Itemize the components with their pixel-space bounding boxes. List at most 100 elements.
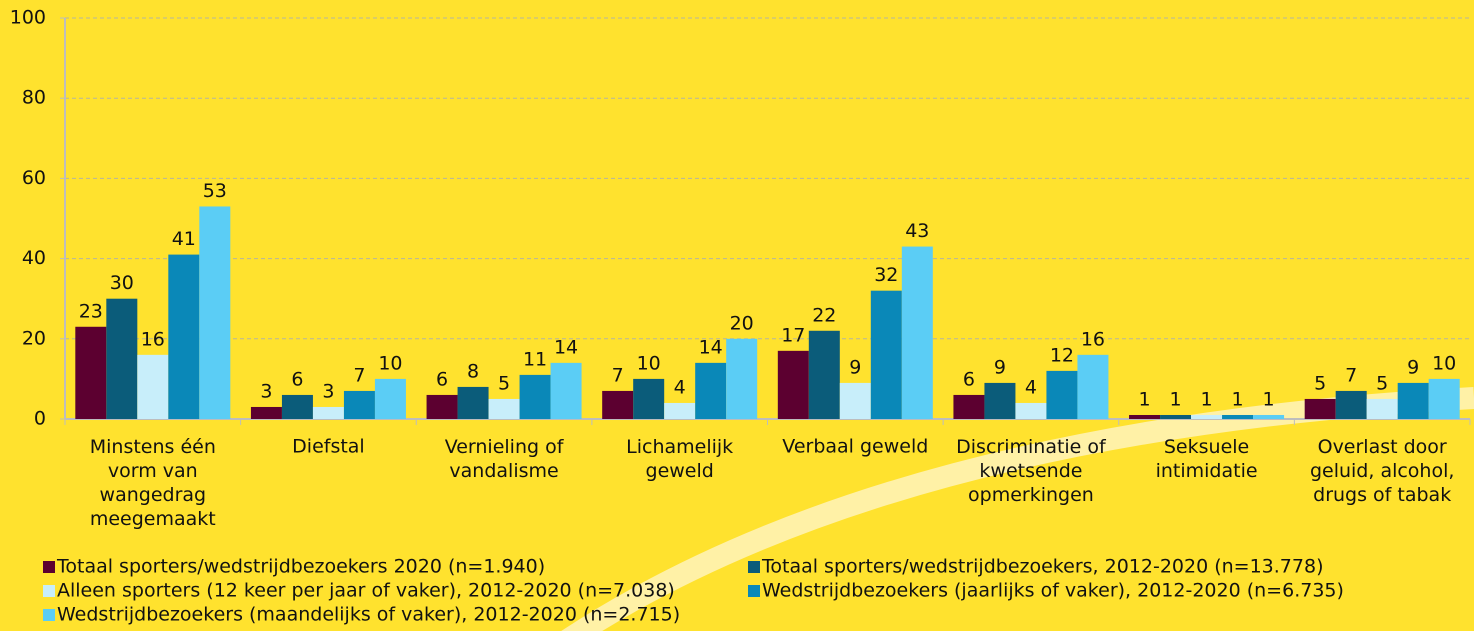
data-label: 10 (637, 352, 661, 374)
data-label: 23 (79, 300, 103, 322)
data-label: 17 (781, 324, 805, 346)
bar (953, 395, 984, 419)
bar (313, 407, 344, 419)
data-label: 1 (1139, 388, 1151, 410)
legend-label: Wedstrijdbezoekers (maandelijks of vaker… (57, 604, 680, 626)
bar (458, 387, 489, 419)
legend-swatch (748, 585, 760, 597)
data-label: 9 (1407, 356, 1419, 378)
x-tick-label: Diefstal (292, 436, 365, 458)
bar (551, 363, 582, 419)
bar (1336, 391, 1367, 419)
bar (1077, 355, 1108, 419)
data-label: 7 (612, 364, 624, 386)
data-label: 9 (849, 356, 861, 378)
legend-swatch (43, 561, 55, 573)
bar (1191, 415, 1222, 419)
legend-swatch (43, 609, 55, 621)
bar (840, 383, 871, 419)
data-label: 6 (963, 368, 975, 390)
bar (344, 391, 375, 419)
data-label: 9 (994, 356, 1006, 378)
y-tick-label: 40 (22, 247, 46, 269)
bar (1367, 399, 1398, 419)
bar (427, 395, 458, 419)
bar (137, 355, 168, 419)
data-label: 41 (172, 228, 196, 250)
bar (695, 363, 726, 419)
bar (1398, 383, 1429, 419)
legend-swatch (748, 561, 760, 573)
data-label: 8 (467, 360, 479, 382)
data-label: 3 (260, 380, 272, 402)
legend-swatch (43, 585, 55, 597)
bar (106, 299, 137, 419)
data-label: 10 (378, 352, 402, 374)
data-label: 32 (874, 264, 898, 286)
bar (1222, 415, 1253, 419)
bar (75, 327, 106, 419)
data-label: 3 (322, 380, 334, 402)
y-tick-label: 100 (10, 7, 46, 29)
data-label: 1 (1232, 388, 1244, 410)
data-label: 53 (203, 180, 227, 202)
data-label: 16 (1081, 328, 1105, 350)
y-tick-label: 60 (22, 167, 46, 189)
bar (1015, 403, 1046, 419)
bar (778, 351, 809, 419)
data-label: 14 (554, 336, 578, 358)
data-label: 20 (730, 312, 754, 334)
data-label: 7 (353, 364, 365, 386)
data-label: 10 (1432, 352, 1456, 374)
data-label: 16 (141, 328, 165, 350)
data-label: 11 (523, 348, 547, 370)
data-label: 14 (699, 336, 723, 358)
bar (902, 247, 933, 419)
data-label: 43 (905, 220, 929, 242)
bar (602, 391, 633, 419)
data-label: 4 (674, 376, 686, 398)
page: 020406080100Minstens éénvorm vanwangedra… (0, 0, 1474, 631)
bar (1305, 399, 1336, 419)
bar (251, 407, 282, 419)
bar (199, 206, 230, 419)
y-tick-label: 80 (22, 87, 46, 109)
data-label: 4 (1025, 376, 1037, 398)
bar (1253, 415, 1284, 419)
legend-label: Wedstrijdbezoekers (jaarlijks of vaker),… (762, 580, 1344, 602)
bar (1160, 415, 1191, 419)
chart: 020406080100Minstens éénvorm vanwangedra… (0, 0, 1474, 631)
bar (809, 331, 840, 419)
bar (489, 399, 520, 419)
bar (726, 339, 757, 419)
data-label: 6 (436, 368, 448, 390)
bar (664, 403, 695, 419)
data-label: 5 (1376, 372, 1388, 394)
y-tick-label: 20 (22, 327, 46, 349)
bar (168, 255, 199, 419)
data-label: 12 (1050, 344, 1074, 366)
data-label: 1 (1201, 388, 1213, 410)
legend-label: Totaal sporters/wedstrijdbezoekers 2020 … (56, 556, 545, 578)
data-label: 30 (110, 272, 134, 294)
bar (1429, 379, 1460, 419)
data-label: 22 (812, 304, 836, 326)
data-label: 5 (498, 372, 510, 394)
data-label: 7 (1345, 364, 1357, 386)
x-tick-label: Verbaal geweld (782, 436, 928, 458)
bar (1129, 415, 1160, 419)
bar (984, 383, 1015, 419)
data-label: 1 (1263, 388, 1275, 410)
bar (375, 379, 406, 419)
legend-label: Alleen sporters (12 keer per jaar of vak… (57, 580, 675, 602)
data-label: 5 (1314, 372, 1326, 394)
bar (871, 291, 902, 419)
bar (1046, 371, 1077, 419)
bar (633, 379, 664, 419)
data-label: 6 (291, 368, 303, 390)
y-tick-label: 0 (34, 408, 46, 430)
legend-label: Totaal sporters/wedstrijdbezoekers, 2012… (761, 556, 1323, 578)
bar (520, 375, 551, 419)
bar (282, 395, 313, 419)
